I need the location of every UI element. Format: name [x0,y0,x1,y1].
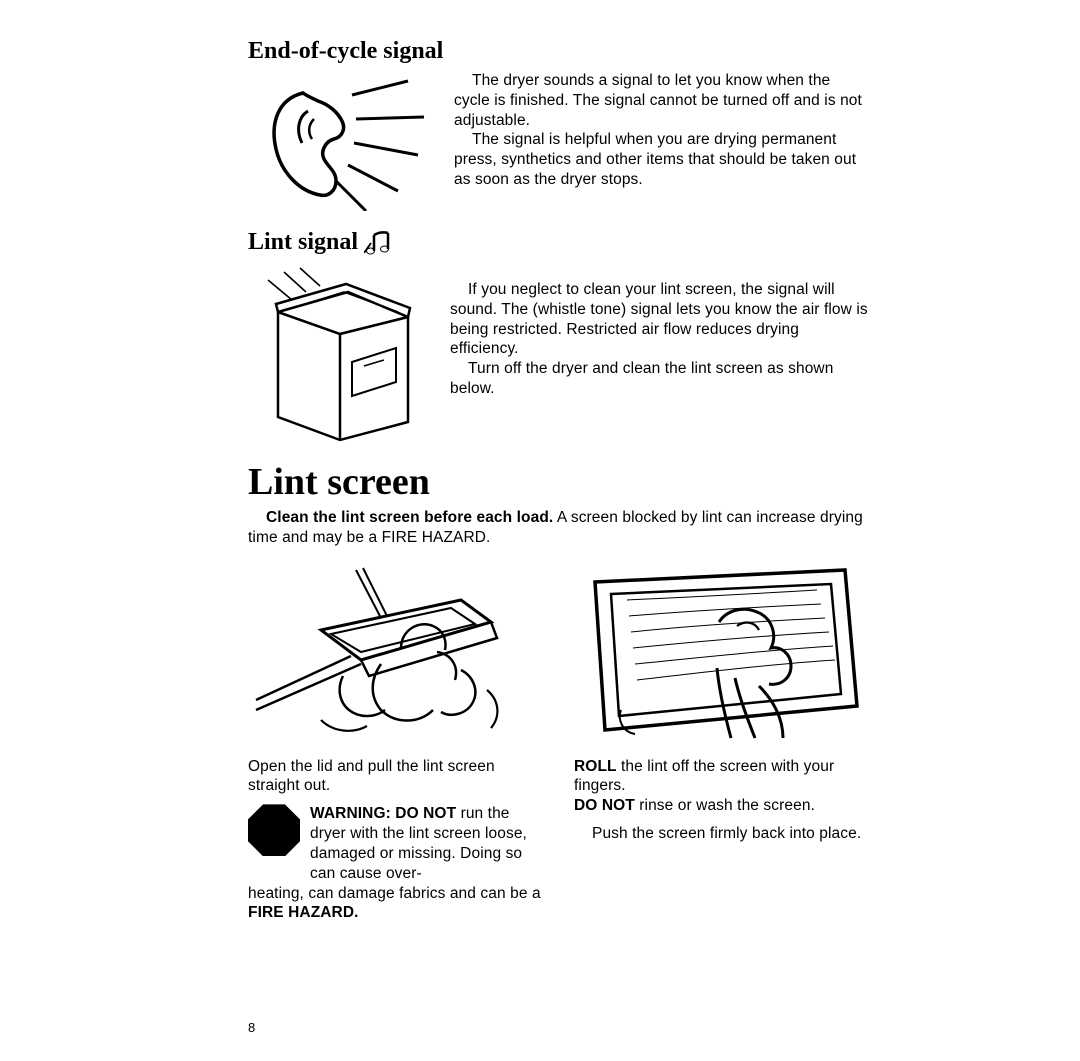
heading-lint-screen: Lint screen [248,460,870,504]
eoc-p2: The signal is helpful when you are dryin… [454,130,870,189]
ear-illustration [248,71,448,211]
heading-end-of-cycle: End-of-cycle signal [248,38,870,65]
right-line2: DO NOT rinse or wash the screen. [574,796,870,816]
heading-lint-signal: Lint signal [248,229,358,256]
ls-p2: Turn off the dryer and clean the lint sc… [450,359,870,399]
warn-bold1: WARNING: DO NOT [310,805,456,822]
figure-pull-lint [248,560,544,745]
right-line3: Push the screen firmly back into place. [574,824,870,844]
left-caption: Open the lid and pull the lint screen st… [248,757,544,797]
ls-p1: If you neglect to clean your lint screen… [450,280,870,359]
warn-bold2: FIRE HAZARD. [248,904,359,921]
r2-bold: DO NOT [574,797,635,814]
section-lint-screen: Lint screen Clean the lint screen before… [248,460,870,923]
end-of-cycle-body: The dryer sounds a signal to let you kno… [454,71,870,190]
eoc-p1: The dryer sounds a signal to let you kno… [454,71,870,130]
r2-rest: rinse or wash the screen. [635,797,815,814]
intro-bold: Clean the lint screen before each load. [266,509,553,526]
lint-signal-body: If you neglect to clean your lint screen… [450,262,870,399]
warning-octagon-icon [248,804,300,856]
right-line1: ROLL the lint off the screen with your f… [574,757,870,797]
section-end-of-cycle: End-of-cycle signal The dryer sounds a s… [248,38,870,211]
dryer-illustration [248,262,428,442]
warn-cont-text: heating, can damage fabrics and can be a [248,885,541,902]
r1-bold: ROLL [574,758,617,775]
warn-continuation: heating, can damage fabrics and can be a… [248,884,544,924]
music-note-icon [364,231,398,257]
warning-text-block: WARNING: DO NOT run the dryer with the l… [310,804,544,883]
left-column: Open the lid and pull the lint screen st… [248,757,544,924]
page-number: 8 [248,1020,255,1035]
right-column: ROLL the lint off the screen with your f… [574,757,870,924]
figure-roll-lint [574,560,870,745]
lint-screen-intro: Clean the lint screen before each load. … [248,508,870,548]
section-lint-signal: Lint signal [248,229,870,442]
